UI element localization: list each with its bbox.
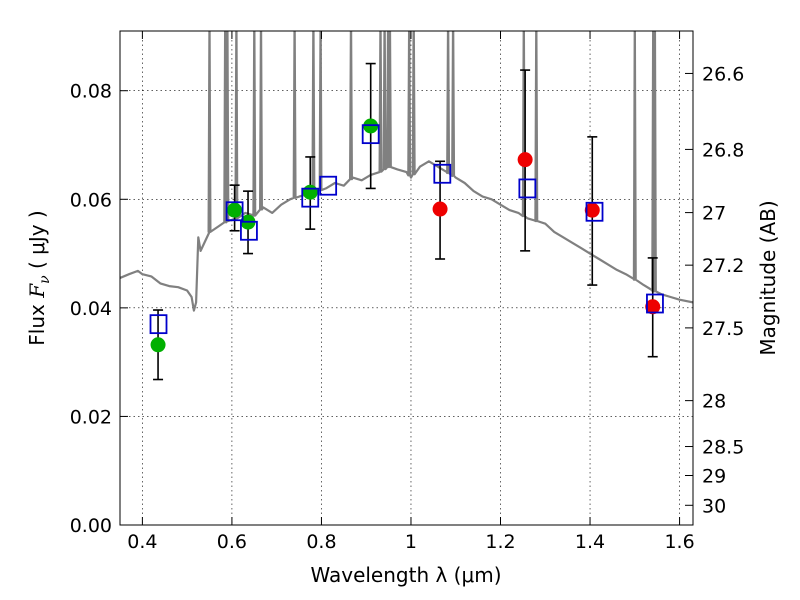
y2-tick-label: 30 (702, 495, 726, 517)
y2-tick-label: 26.8 (702, 139, 744, 161)
y2-axis-label: Magnitude (AB) (756, 200, 780, 355)
model-spectrum (120, 31, 693, 312)
model-point (518, 178, 537, 199)
x-tick-label: 1.6 (664, 531, 694, 553)
data-point (584, 202, 600, 218)
y-tick-label: 0.04 (70, 298, 112, 320)
model-point (301, 187, 320, 208)
y-axis-label-prefix: Flux (25, 298, 49, 346)
data-point (227, 202, 243, 218)
x-tick-label: 0.8 (306, 531, 336, 553)
data-point (517, 152, 533, 168)
y2-tick-label: 27.5 (702, 318, 744, 340)
data-point (302, 184, 318, 200)
photometry-points (149, 118, 664, 353)
x-tick-label: 1.4 (575, 531, 605, 553)
axis-ticks: 0.4 0.6 0.8 1 1.2 1.4 1.6 0.00 0.02 0.04 0.06 0.08 2… (70, 31, 744, 553)
x-tick-label: 0.4 (127, 531, 157, 553)
grid-lines (120, 31, 693, 525)
y-axis-label-var: F (25, 283, 49, 299)
model-point (361, 124, 380, 145)
y2-tick-label: 27.2 (702, 255, 744, 277)
x-axis-label: Wavelength λ (μm) (310, 563, 501, 587)
y-tick-label: 0.00 (70, 515, 112, 537)
model-point (240, 220, 258, 241)
y2-tick-label: 28.5 (702, 437, 744, 459)
data-point (150, 337, 166, 353)
model-point (585, 201, 604, 222)
y-tick-label: 0.08 (70, 81, 112, 103)
model-point (149, 314, 168, 335)
x-tick-label: 1.2 (485, 531, 515, 553)
y2-tick-label: 26.6 (702, 63, 744, 85)
x-tick-label: 0.6 (217, 531, 247, 553)
y-axis-label: Flux Fν ( μJy ) (25, 210, 53, 345)
y-tick-label: 0.06 (70, 189, 112, 211)
data-point (432, 201, 448, 217)
data-point (645, 299, 661, 315)
y-axis-label-suffix: ( μJy ) (25, 210, 49, 275)
model-point (433, 163, 452, 184)
x-tick-label: 1 (405, 531, 417, 553)
y2-tick-label: 27 (702, 203, 726, 225)
plot-frame (119, 30, 694, 526)
model-point (319, 175, 338, 196)
y-tick-label: 0.02 (70, 406, 112, 428)
model-point (225, 201, 244, 222)
y2-tick-label: 29 (702, 465, 726, 487)
spectrum-line (120, 31, 693, 312)
y-axis-label-sub: ν (37, 275, 53, 284)
y2-tick-label: 28 (702, 391, 726, 413)
model-point (646, 293, 664, 314)
